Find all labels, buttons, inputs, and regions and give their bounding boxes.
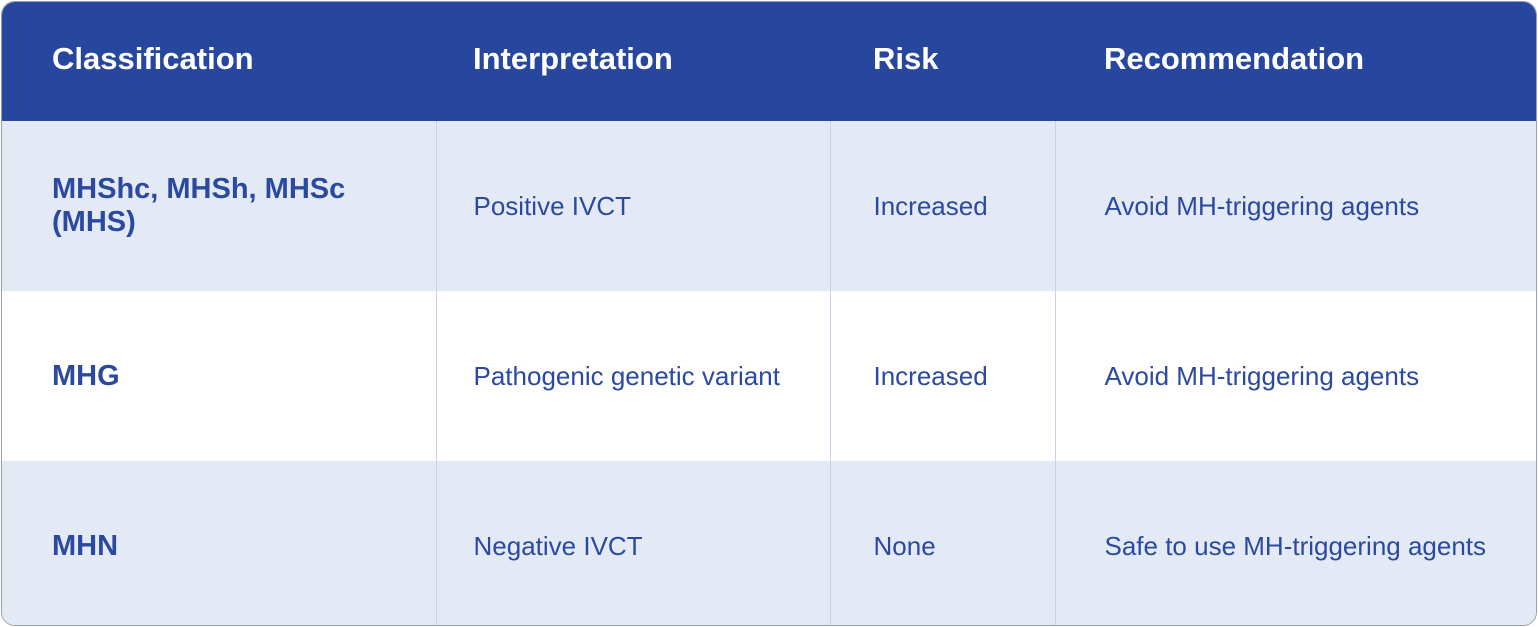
header-row: Classification Interpretation Risk Recommen… [2,2,1536,121]
table-row: MHShc, MHSh, MHSc (MHS) Positive IVCT Incr… [2,121,1536,291]
table-cell: Negative IVCT [435,461,830,625]
table-cell: Increased [829,291,1055,461]
table-cell: Avoid MH-triggering agents [1054,121,1536,291]
column-header: Interpretation [436,2,830,121]
table-cell: None [829,461,1055,625]
table-body: MHShc, MHSh, MHSc (MHS) Positive IVCT Incr… [2,121,1536,625]
table-cell: Pathogenic genetic variant [435,291,830,461]
table-header: Classification Interpretation Risk Recommen… [2,2,1536,121]
table-row: MHG Pathogenic genetic variant Increased Av… [2,291,1536,461]
table-cell: Avoid MH-triggering agents [1054,291,1536,461]
table-cell: Safe to use MH-triggering agents [1054,461,1536,625]
column-header: Recommendation [1055,2,1536,121]
column-header: Risk [830,2,1055,121]
table-cell: Increased [829,121,1055,291]
table-row: MHN Negative IVCT None Safe to use MH-trigg… [2,461,1536,625]
table-cell: Positive IVCT [435,121,830,291]
table-cell: MHN [2,461,436,625]
table-cell: MHG [2,291,436,461]
table-cell: MHShc, MHSh, MHSc (MHS) [2,121,436,291]
column-header: Classification [2,2,436,121]
